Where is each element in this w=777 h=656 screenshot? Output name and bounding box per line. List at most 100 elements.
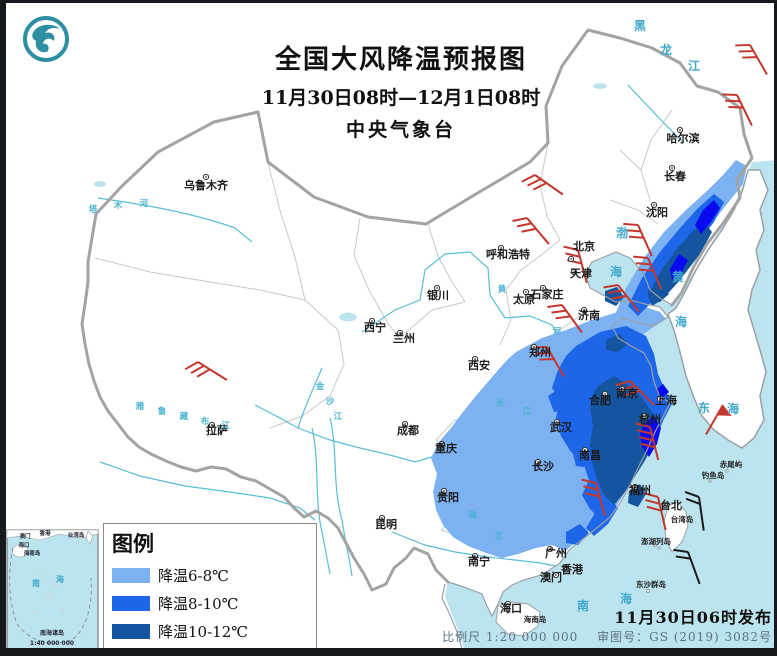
city-marker-dot <box>604 393 606 395</box>
city-label: 呼和浩特 <box>486 247 530 261</box>
scale-text: 比例尺 1:20 000 000 <box>442 630 579 644</box>
wind-barb <box>563 245 588 284</box>
city-label: 成都 <box>397 423 419 437</box>
city-marker-dot <box>621 388 623 390</box>
city-marker-dot <box>371 320 373 322</box>
city-marker-dot <box>659 398 661 400</box>
cma-logo <box>23 16 69 62</box>
wind-barb-black <box>684 490 705 531</box>
city-label: 太原 <box>512 292 535 306</box>
inset-coast <box>6 529 99 541</box>
wind-barb <box>623 222 653 257</box>
city-marker-dot <box>533 346 535 348</box>
wind-barb <box>547 304 583 334</box>
islands <box>495 469 729 637</box>
legend-item: 降温10-12℃ <box>112 621 308 642</box>
map-canvas: 哈尔滨 长春 沈阳 乌鲁木齐 呼和浩特 北京 天津 石家庄 太原 银川 济南 郑州 西宁 兰州 西安 合肥 南京… <box>6 3 774 648</box>
city-label: 北京 <box>573 239 595 253</box>
wind-barb <box>722 93 753 126</box>
legend-item: 降温6-8℃ <box>112 565 308 586</box>
city-marker-dot <box>537 461 539 463</box>
river-label: 雅 <box>135 401 145 412</box>
hainan-island <box>495 601 541 637</box>
cooling-region-bright <box>670 254 688 280</box>
wind-barb <box>735 44 768 75</box>
cooling-region-medium <box>566 524 589 545</box>
wind-barb-black <box>673 548 701 585</box>
river-label: 鲁 <box>158 406 167 417</box>
city-marker-dot <box>573 271 575 273</box>
legend-label: 降温6-8℃ <box>158 567 229 585</box>
sea-label: 黑 <box>634 19 646 33</box>
river-label: 布 <box>200 416 210 427</box>
legend-label: 降温8-10℃ <box>158 595 239 613</box>
wind-barb <box>705 404 732 435</box>
barb-pennant <box>717 405 732 416</box>
inset-hainan <box>11 544 29 558</box>
city-label: 昆明 <box>375 518 397 531</box>
city-marker-dot <box>507 603 509 605</box>
wind-barb <box>643 492 667 531</box>
inset-dash-line <box>9 547 92 644</box>
city-marker-dot <box>671 167 673 169</box>
city-label: 乌鲁木齐 <box>184 178 229 192</box>
wind-barb <box>512 217 550 245</box>
river-label: 江 <box>334 411 343 422</box>
river-label: 藏 <box>180 411 189 422</box>
review-number: 审图号：GS (2019) 3082号 <box>597 630 772 644</box>
river-label: 江 <box>222 420 231 431</box>
city-marker-dot <box>583 309 585 311</box>
river-label: 黄 <box>498 284 507 295</box>
wind-barb <box>603 284 640 313</box>
legend-swatch <box>112 568 150 583</box>
wind-barb <box>532 346 565 377</box>
city-marker-dot <box>404 423 406 425</box>
city-marker-dot <box>565 566 567 568</box>
city-marker-dot <box>555 574 557 576</box>
city-marker-dot <box>205 176 207 178</box>
map-scale-line: 比例尺 1:20 000 000 审图号：GS (2019) 3082号 <box>428 628 772 645</box>
city-marker-dot <box>570 258 572 260</box>
city-marker-dot <box>474 358 476 360</box>
city-marker-dot <box>436 287 438 289</box>
wind-barb <box>521 174 564 196</box>
inset-taiwan <box>85 530 94 545</box>
wind-barb <box>581 478 606 517</box>
legend-title: 图例 <box>112 531 154 556</box>
cooling-region-medium <box>548 388 572 412</box>
sea-label: 江 <box>688 58 700 73</box>
river-label: 河 <box>140 198 149 209</box>
cooling-region-dark <box>628 484 646 507</box>
city-marker-dot <box>549 548 551 550</box>
city-label: 西安 <box>468 358 490 372</box>
sea-label: 渤 <box>616 225 628 240</box>
legend-swatch <box>112 624 150 639</box>
national-border <box>80 28 754 592</box>
city-marker-dot <box>399 332 401 334</box>
cooling-regions <box>431 160 747 558</box>
city-marker-dot <box>441 443 443 445</box>
wind-barb <box>184 361 228 381</box>
city-marker-dot <box>381 517 383 519</box>
city-marker-dot <box>500 247 502 249</box>
city-label: 西宁 <box>364 320 386 334</box>
cooling-region-medium <box>586 498 618 536</box>
wind-barb <box>633 255 663 290</box>
city-marker-dot <box>556 421 558 423</box>
city-marker-dot <box>443 490 445 492</box>
city-label: 沈阳 <box>646 205 668 219</box>
cooling-region-dark <box>606 334 628 352</box>
city-label: 长春 <box>664 169 687 183</box>
cooling-region-bright <box>695 200 720 234</box>
city-label: 哈尔滨 <box>667 131 700 145</box>
lakes <box>94 83 607 322</box>
legend-label: 降温10-12℃ <box>158 623 249 641</box>
legend-swatch <box>112 596 150 611</box>
city-label: 石家庄 <box>530 287 564 301</box>
legend-item: 降温8-10℃ <box>112 593 308 614</box>
city-marker-dot <box>653 204 655 206</box>
city-marker-dot <box>634 486 636 488</box>
